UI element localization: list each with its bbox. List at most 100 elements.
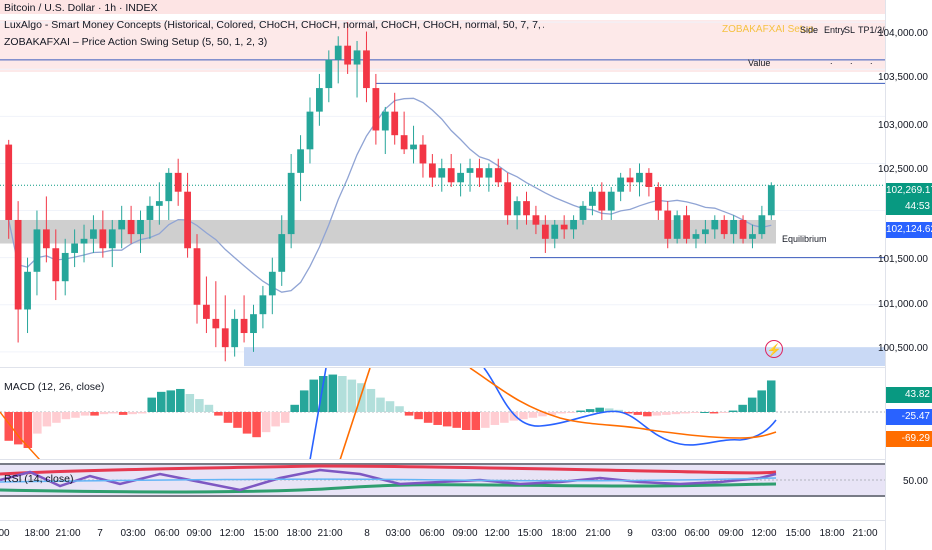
candle[interactable] [617, 172, 625, 202]
candle[interactable] [306, 97, 314, 164]
candle[interactable] [381, 106, 389, 155]
candle[interactable] [438, 158, 446, 192]
candle[interactable] [749, 224, 756, 249]
candle[interactable] [259, 285, 267, 329]
candle[interactable] [504, 172, 512, 225]
candle[interactable] [5, 139, 13, 239]
candle[interactable] [127, 205, 135, 244]
candle[interactable] [250, 304, 257, 352]
candle[interactable] [551, 219, 559, 249]
candle[interactable] [334, 36, 342, 84]
symbol-title[interactable]: Bitcoin / U.S. Dollar · 1h · INDEX [4, 2, 158, 14]
price-axis[interactable] [885, 0, 932, 550]
candle[interactable] [636, 163, 643, 197]
candle[interactable] [90, 215, 97, 253]
candle[interactable] [344, 22, 352, 74]
candle[interactable] [316, 73, 323, 126]
candle[interactable] [523, 191, 530, 225]
candle[interactable] [184, 172, 191, 258]
candle[interactable] [71, 229, 78, 268]
lightning-icon[interactable]: ⚡ [765, 340, 783, 358]
candle[interactable] [476, 158, 483, 187]
candle[interactable] [297, 135, 304, 202]
candle[interactable] [645, 168, 653, 197]
candle[interactable] [278, 215, 286, 286]
candle[interactable] [24, 257, 31, 334]
candle[interactable] [457, 163, 464, 197]
candle[interactable] [664, 201, 672, 249]
ma-price-tag: 102,124.62 [886, 222, 932, 238]
candle[interactable] [372, 73, 380, 145]
price-pane[interactable] [0, 0, 886, 368]
candle[interactable] [52, 229, 60, 301]
candle[interactable] [428, 154, 436, 187]
candle[interactable] [513, 196, 521, 230]
macd-histogram-bar [347, 379, 357, 412]
rsi-pane[interactable] [0, 460, 886, 520]
candle[interactable] [325, 50, 333, 103]
candle[interactable] [767, 182, 775, 220]
candle[interactable] [466, 158, 474, 192]
candle[interactable] [711, 215, 719, 239]
candle[interactable] [692, 229, 700, 249]
candle[interactable] [758, 205, 766, 239]
candle[interactable] [702, 219, 709, 244]
candle[interactable] [447, 154, 455, 187]
candle[interactable] [137, 210, 144, 253]
time-axis[interactable] [0, 520, 886, 550]
candle[interactable] [146, 196, 154, 239]
candle[interactable] [193, 234, 201, 324]
candle[interactable] [221, 295, 229, 362]
candle[interactable] [485, 163, 493, 192]
candle[interactable] [240, 295, 248, 343]
rsi-legend[interactable]: RSI (14, close) [4, 473, 74, 485]
candle[interactable] [739, 215, 747, 244]
candle[interactable] [579, 201, 587, 225]
candle[interactable] [287, 154, 295, 249]
candle[interactable] [231, 309, 239, 357]
candle[interactable] [108, 219, 116, 268]
candle[interactable] [730, 215, 738, 244]
rsi-ma-line [0, 477, 777, 483]
macd-legend[interactable]: MACD (12, 26, close) [4, 381, 105, 393]
candle[interactable] [589, 187, 596, 216]
pane-divider[interactable] [0, 367, 886, 368]
candle[interactable] [410, 125, 417, 164]
candle[interactable] [165, 168, 173, 220]
candle[interactable] [80, 224, 88, 263]
candle[interactable] [654, 182, 662, 220]
candle[interactable] [494, 158, 502, 187]
zobakafxai-legend[interactable]: ZOBAKAFXAI – Price Action Swing Setup (5… [4, 36, 268, 48]
candle[interactable] [391, 92, 399, 145]
macd-pane[interactable] [0, 368, 886, 460]
candle[interactable] [570, 215, 577, 239]
candle[interactable] [560, 215, 568, 239]
pane-divider[interactable] [0, 459, 886, 460]
candle[interactable] [598, 182, 606, 220]
candle[interactable] [400, 111, 408, 155]
candle[interactable] [683, 205, 690, 244]
candle[interactable] [607, 187, 615, 220]
candle[interactable] [419, 135, 427, 178]
candle[interactable] [118, 205, 126, 249]
candle[interactable] [174, 158, 182, 206]
candle[interactable] [532, 205, 540, 235]
candle[interactable] [212, 281, 220, 348]
luxalgo-legend[interactable]: LuxAlgo - Smart Money Concepts (Historic… [4, 19, 544, 31]
candle[interactable] [353, 40, 361, 98]
candle[interactable] [363, 31, 370, 103]
candle[interactable] [673, 210, 681, 244]
candle[interactable] [99, 210, 107, 258]
candle[interactable] [268, 257, 276, 315]
candle[interactable] [720, 215, 728, 239]
macd-histogram-bar [42, 412, 52, 427]
candle[interactable] [541, 215, 549, 253]
candle[interactable] [626, 168, 634, 192]
candle[interactable] [155, 182, 163, 225]
candle[interactable] [203, 276, 210, 334]
candle[interactable] [42, 196, 50, 263]
candle[interactable] [33, 210, 41, 296]
candle[interactable] [61, 238, 69, 296]
candle[interactable] [14, 201, 22, 343]
